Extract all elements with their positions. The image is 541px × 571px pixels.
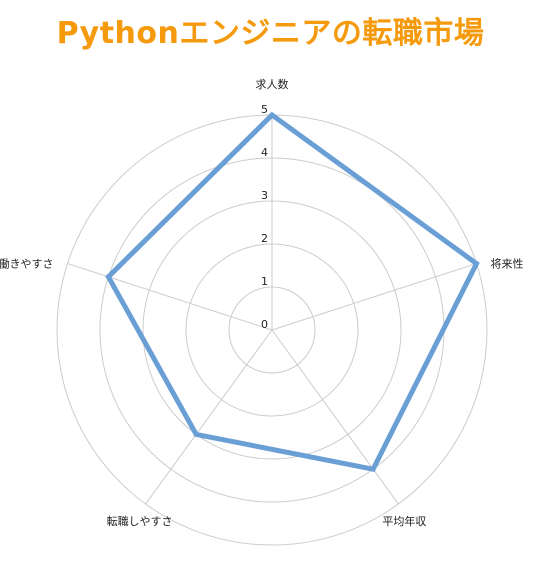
axis-spoke: [67, 263, 273, 331]
tick-label: 0: [261, 318, 268, 331]
tick-labels: 0 1 2 3 4 5: [261, 103, 268, 331]
axis-label: 働きやすさ: [0, 258, 54, 271]
tick-label: 4: [261, 146, 268, 159]
axis-label: 将来性: [490, 257, 523, 271]
tick-label: 5: [261, 103, 268, 116]
axis-label: 転職しやすさ: [107, 515, 173, 528]
spokes: [67, 115, 477, 505]
series-polygon: [105, 111, 480, 473]
data-point: [370, 466, 376, 472]
axis-spoke: [145, 329, 273, 505]
tick-label: 1: [261, 275, 268, 288]
axis-spoke: [271, 329, 399, 505]
axis-label: 平均年収: [382, 514, 426, 528]
data-point: [105, 274, 111, 280]
axis-spoke: [271, 263, 477, 331]
data-point: [269, 112, 275, 118]
data-point: [473, 261, 479, 267]
series: [105, 111, 480, 473]
data-point: [193, 431, 199, 437]
axis-label: 求人数: [256, 78, 289, 91]
tick-label: 2: [261, 232, 268, 245]
tick-label: 3: [261, 189, 268, 202]
chart-title: Pythonエンジニアの転職市場: [56, 16, 485, 51]
